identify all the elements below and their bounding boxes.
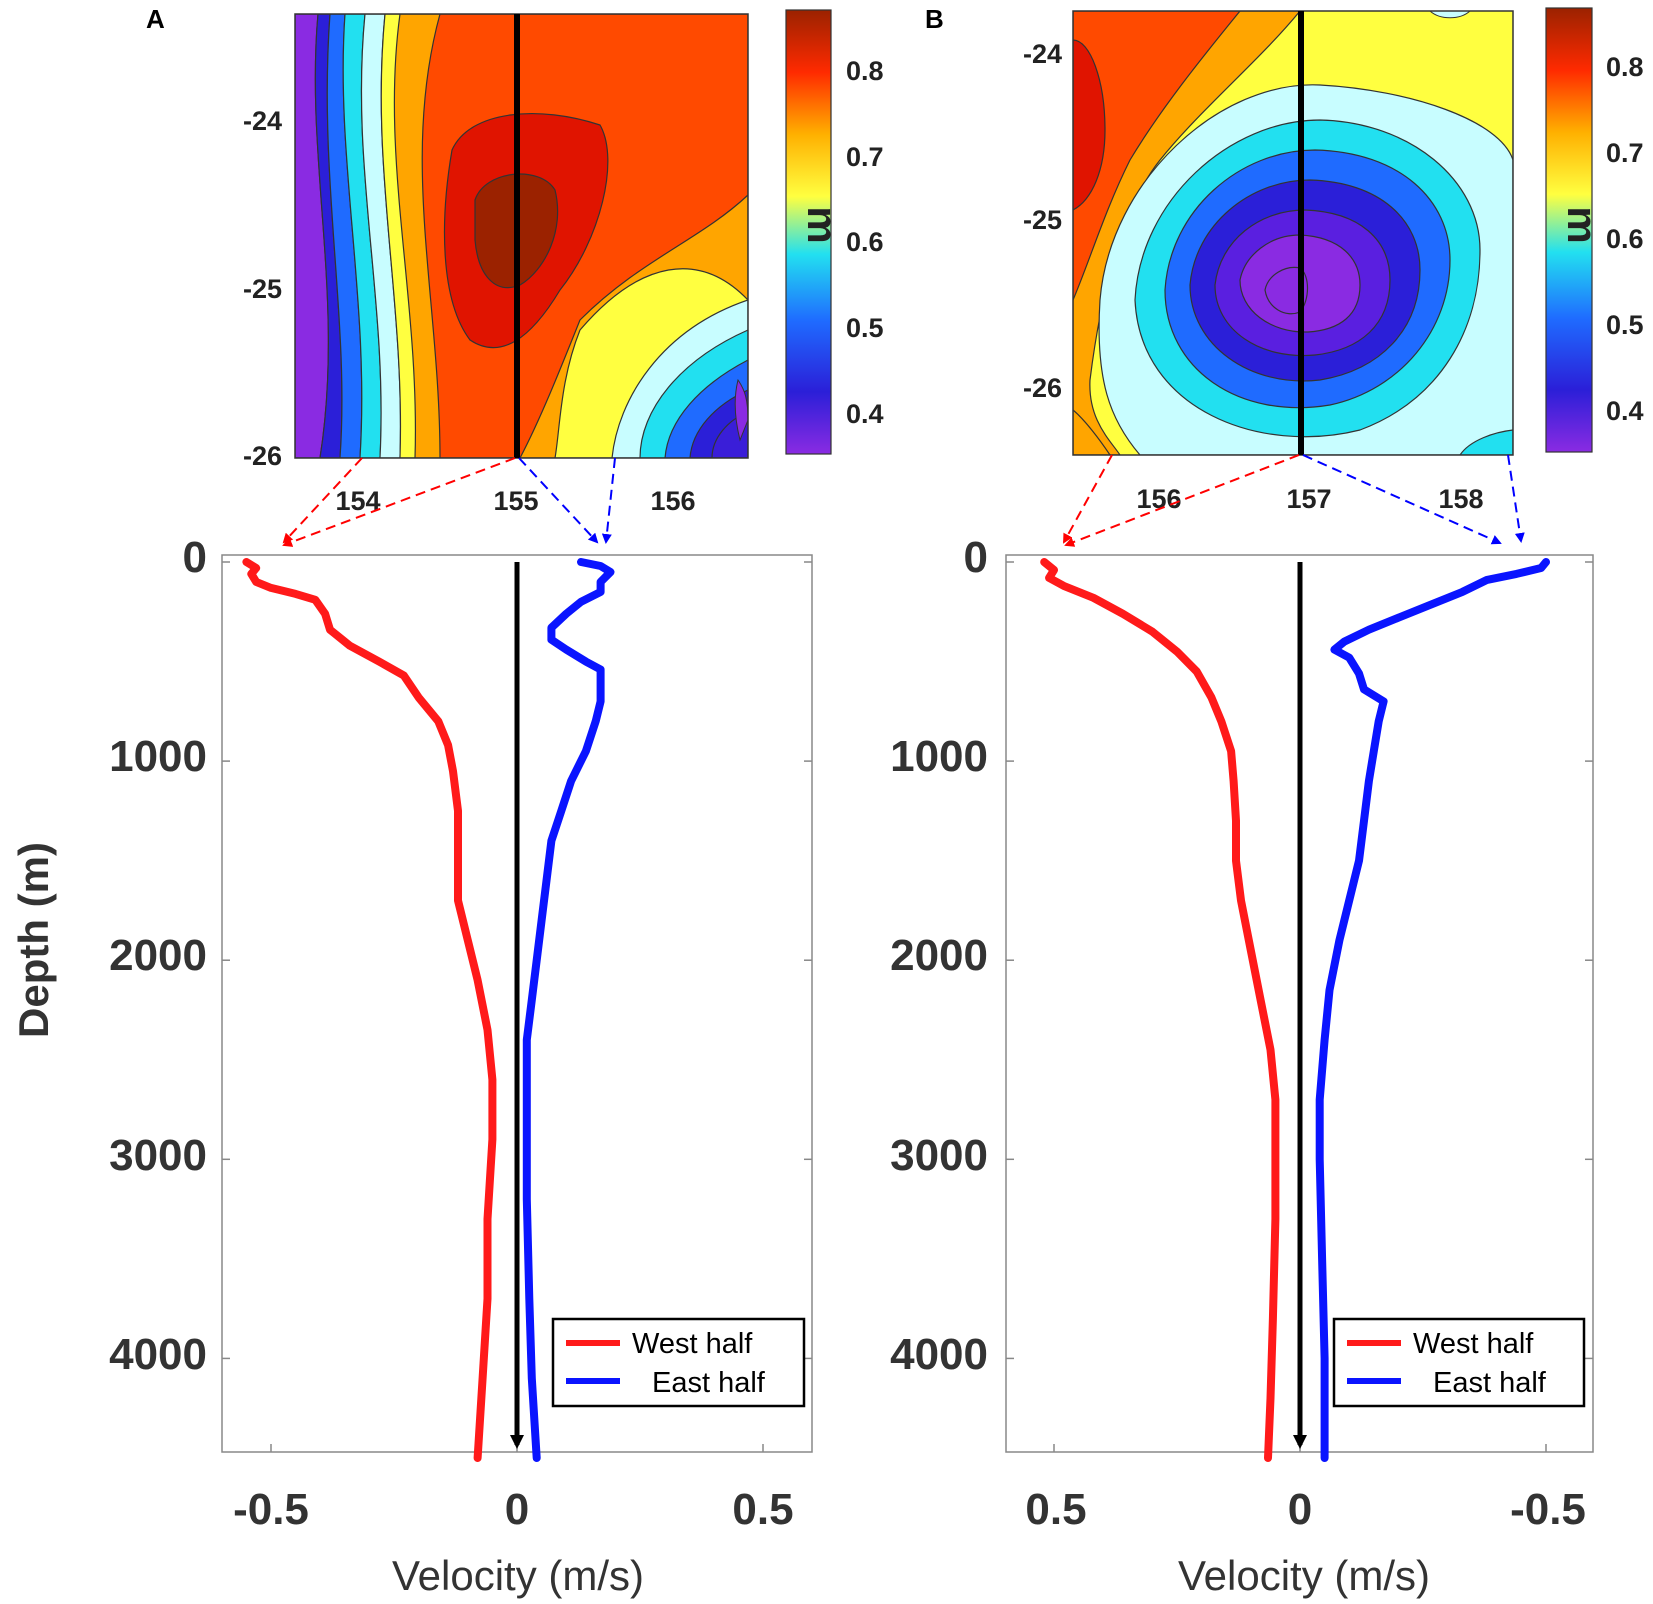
profile-a-legend: West half East half <box>551 1317 806 1408</box>
colorbar-tick: 0.8 <box>846 56 884 86</box>
west-half-velocity-line <box>242 558 497 1462</box>
arrow-west-center <box>1064 454 1300 547</box>
lon-tick: 157 <box>1286 484 1331 514</box>
colorbar-tick: 0.5 <box>1606 310 1644 340</box>
panel-a-map-frame <box>294 13 749 459</box>
colorbar-gradient <box>1545 7 1593 453</box>
colorbar-tick: 0.7 <box>1606 138 1644 168</box>
panel-b-map-lat-ticks: -24 -25 -26 <box>1023 39 1062 403</box>
panel-a-colorbar: 0.8 0.7 0.6 0.5 0.4 m <box>785 9 884 455</box>
x-axis-title-b: Velocity (m/s) <box>1178 1552 1430 1599</box>
depth-tick: 1000 <box>109 732 207 781</box>
lat-tick: -25 <box>243 274 282 304</box>
arrow-west-edge <box>1063 454 1113 544</box>
colorbar-tick: 0.7 <box>846 142 884 172</box>
colorbar-label: m <box>799 206 846 243</box>
depth-tick: 3000 <box>890 1131 988 1180</box>
panel-a-ssh-map <box>295 14 748 458</box>
velocity-tick: -0.5 <box>1510 1485 1586 1534</box>
colorbar-gradient <box>785 9 832 455</box>
x-axis-title-a: Velocity (m/s) <box>392 1552 644 1599</box>
legend-box <box>551 1317 806 1408</box>
velocity-tick: 0.5 <box>732 1485 793 1534</box>
profile-b-series <box>1040 558 1550 1462</box>
panel-b-map-lon-ticks: 156 157 158 <box>1136 484 1483 514</box>
colorbar-tick: 0.5 <box>846 313 884 343</box>
colorbar-tick: 0.4 <box>1606 396 1644 426</box>
depth-tick: 2000 <box>890 931 988 980</box>
arrow-east-center <box>518 457 599 544</box>
depth-tick: 1000 <box>890 732 988 781</box>
panel-a-map-lon-ticks: 154 155 156 <box>335 486 695 516</box>
panel-b: B -24 -25 -26 156 157 158 <box>890 4 1643 1534</box>
velocity-tick: 0 <box>505 1485 529 1534</box>
depth-tick: 4000 <box>890 1330 988 1379</box>
colorbar-tick: 0.8 <box>1606 52 1644 82</box>
panel-b-ssh-map <box>1073 11 1513 455</box>
lat-tick: -24 <box>243 106 282 136</box>
profile-b-legend: West half East half <box>1332 1317 1586 1408</box>
legend-west-label: West half <box>1413 1328 1534 1360</box>
depth-tick: 0 <box>183 533 207 582</box>
profile-a-series <box>242 558 615 1462</box>
velocity-tick: 0 <box>1288 1485 1312 1534</box>
profile-a-x-ticks: -0.5 0 0.5 <box>233 1485 794 1534</box>
profile-b-y-ticks: 0 1000 2000 3000 4000 <box>890 533 988 1379</box>
colorbar-label: m <box>1559 206 1606 243</box>
west-half-velocity-line <box>1040 558 1280 1462</box>
legend-west-label: West half <box>632 1328 753 1360</box>
arrow-west-center <box>282 457 516 547</box>
east-half-velocity-line <box>522 558 615 1462</box>
depth-tick: 3000 <box>109 1131 207 1180</box>
velocity-tick: 0.5 <box>1025 1485 1086 1534</box>
depth-tick: 4000 <box>109 1330 207 1379</box>
arrow-east-center <box>1302 454 1502 545</box>
depth-tick: 2000 <box>109 931 207 980</box>
profile-b-x-ticks: 0.5 0 -0.5 <box>1025 1485 1586 1534</box>
lat-tick: -26 <box>1023 373 1062 403</box>
profile-b-tick-marks <box>1006 561 1593 1452</box>
velocity-tick: -0.5 <box>233 1485 309 1534</box>
legend-box <box>1332 1317 1586 1408</box>
lat-tick: -24 <box>1023 39 1062 69</box>
colorbar-tick: 0.4 <box>846 399 884 429</box>
panel-a-profile: 0 1000 2000 3000 4000 -0.5 0 0.5 West ha… <box>109 533 813 1534</box>
panel-a-letter: A <box>146 4 165 34</box>
profile-a-y-ticks: 0 1000 2000 3000 4000 <box>109 533 207 1379</box>
arrow-east-edge <box>601 457 616 544</box>
panel-b-letter: B <box>925 4 944 34</box>
y-axis-title: Depth (m) <box>10 842 57 1038</box>
arrow-west-edge <box>282 457 363 544</box>
colorbar-tick: 0.6 <box>846 227 884 257</box>
panel-b-map-frame <box>1072 10 1514 456</box>
lat-tick: -26 <box>243 441 282 471</box>
legend-east-label: East half <box>1433 1367 1547 1399</box>
panel-b-profile: 0 1000 2000 3000 4000 0.5 0 -0.5 West ha… <box>890 533 1594 1534</box>
panel-b-connector-arrows <box>1063 454 1525 547</box>
lon-tick: 155 <box>493 486 538 516</box>
east-half-velocity-line <box>1315 558 1550 1462</box>
panel-a-connector-arrows <box>282 457 616 547</box>
profile-a-tick-marks <box>222 561 812 1452</box>
panel-b-colorbar: 0.8 0.7 0.6 0.5 0.4 m <box>1545 7 1644 453</box>
depth-tick: 0 <box>964 533 988 582</box>
panel-a: A -24 -25 -26 1 <box>109 4 883 1534</box>
arrow-east-edge <box>1507 454 1525 543</box>
lon-tick: 158 <box>1438 484 1483 514</box>
panel-a-map-lat-ticks: -24 -25 -26 <box>243 106 282 471</box>
lat-tick: -25 <box>1023 205 1062 235</box>
colorbar-tick: 0.6 <box>1606 224 1644 254</box>
legend-east-label: East half <box>652 1367 766 1399</box>
lon-tick: 156 <box>650 486 695 516</box>
